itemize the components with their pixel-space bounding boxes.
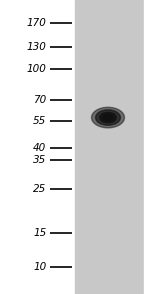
Bar: [75, 0, 150, 294]
Bar: [144, 0, 150, 294]
Text: 70: 70: [33, 95, 46, 105]
Text: 40: 40: [33, 143, 46, 153]
Text: 55: 55: [33, 116, 46, 126]
Text: 170: 170: [27, 19, 46, 29]
Text: 15: 15: [33, 228, 46, 238]
Ellipse shape: [100, 112, 116, 123]
Ellipse shape: [103, 114, 113, 121]
Text: 100: 100: [27, 64, 46, 74]
Ellipse shape: [96, 110, 120, 125]
Text: 130: 130: [27, 41, 46, 51]
Text: 10: 10: [33, 263, 46, 273]
Text: 35: 35: [33, 155, 46, 165]
Ellipse shape: [92, 107, 124, 128]
Text: 25: 25: [33, 183, 46, 193]
